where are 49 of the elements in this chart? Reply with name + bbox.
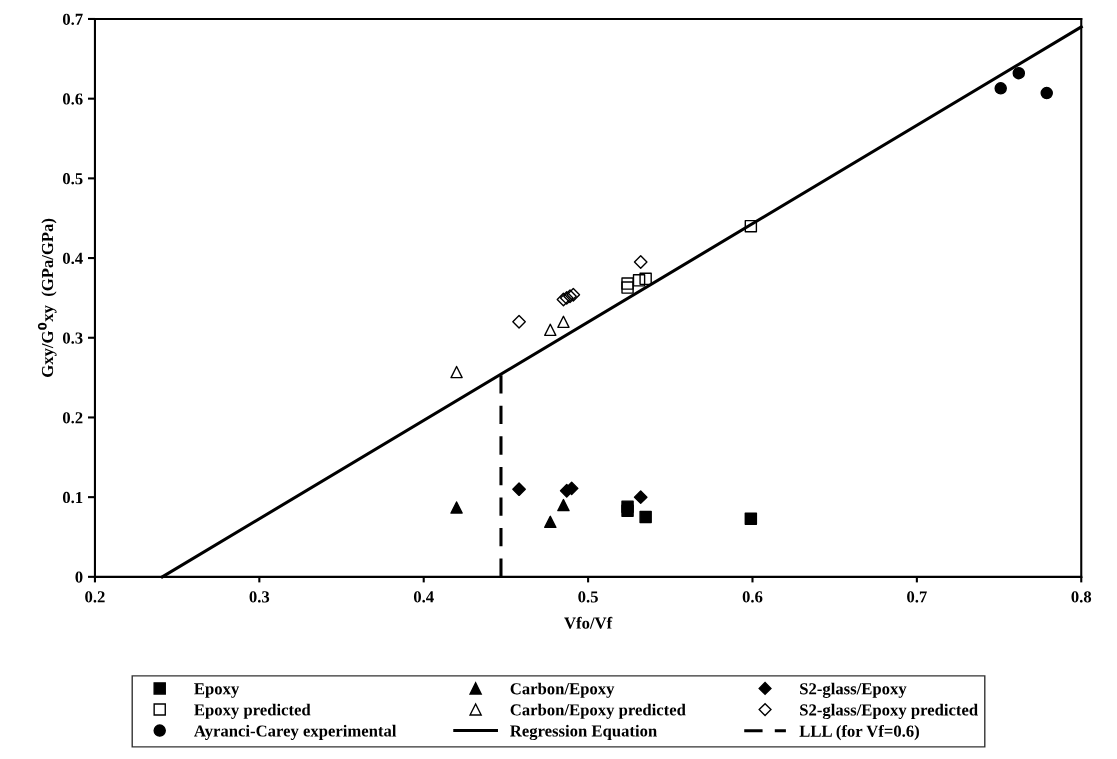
- x-axis-title: Vfo/Vf: [564, 616, 613, 629]
- y-tick-label: 0.3: [62, 332, 83, 344]
- point: [633, 490, 648, 505]
- point: [512, 314, 526, 329]
- y-tick-label: 0.2: [62, 412, 83, 424]
- point: [557, 498, 570, 512]
- legend-label: S2-glass/Epoxy: [800, 682, 907, 698]
- point: [639, 272, 652, 286]
- point: [563, 289, 577, 304]
- point: [544, 515, 557, 529]
- point: [1040, 86, 1053, 100]
- y-tick-label: 0.5: [62, 173, 83, 185]
- point: [744, 512, 758, 525]
- point: [639, 510, 652, 524]
- legend-label: Epoxy predicted: [194, 703, 311, 719]
- y-tick-label: 0: [75, 571, 83, 583]
- y-tick-label: 0.4: [62, 252, 83, 265]
- legend-label: Carbon/Epoxy: [510, 682, 615, 698]
- x-tick-label: 0.6: [742, 591, 763, 603]
- legend-label: S2-glass/Epoxy predicted: [800, 703, 978, 720]
- point: [450, 365, 463, 379]
- point: [621, 504, 634, 517]
- legend-label: Ayranci-Carey experimental: [194, 724, 397, 741]
- y-tick-label: 0.6: [62, 93, 83, 105]
- point: [557, 315, 570, 329]
- point: [632, 274, 646, 287]
- legend-label: Regression Equation: [510, 724, 657, 741]
- x-tick-label: 0.3: [249, 591, 270, 603]
- point: [450, 501, 463, 514]
- point: [744, 219, 758, 233]
- x-tick-label: 0.7: [907, 591, 927, 603]
- point: [633, 255, 648, 269]
- x-tick-label: 0.8: [1071, 591, 1092, 603]
- point: [621, 281, 634, 294]
- y-axis-title: Gxy/G$^{0}$xy (GPa/GPa): [37, 218, 57, 377]
- point: [1012, 66, 1026, 80]
- legend-label: LLL (for Vf=0.6): [799, 724, 919, 741]
- x-tick-label: 0.4: [413, 591, 434, 603]
- y-tick-label: 0.1: [62, 491, 83, 504]
- legend-label: Carbon/Epoxy predicted: [510, 703, 686, 719]
- x-tick-label: 0.2: [85, 591, 105, 603]
- point: [544, 323, 557, 337]
- point: [566, 287, 581, 302]
- x-tick-label: 0.5: [578, 591, 598, 603]
- y-tick-label: 0.7: [62, 13, 83, 25]
- point: [512, 482, 526, 497]
- point: [994, 82, 1007, 95]
- legend-label: Epoxy: [194, 683, 240, 698]
- point: [621, 277, 634, 290]
